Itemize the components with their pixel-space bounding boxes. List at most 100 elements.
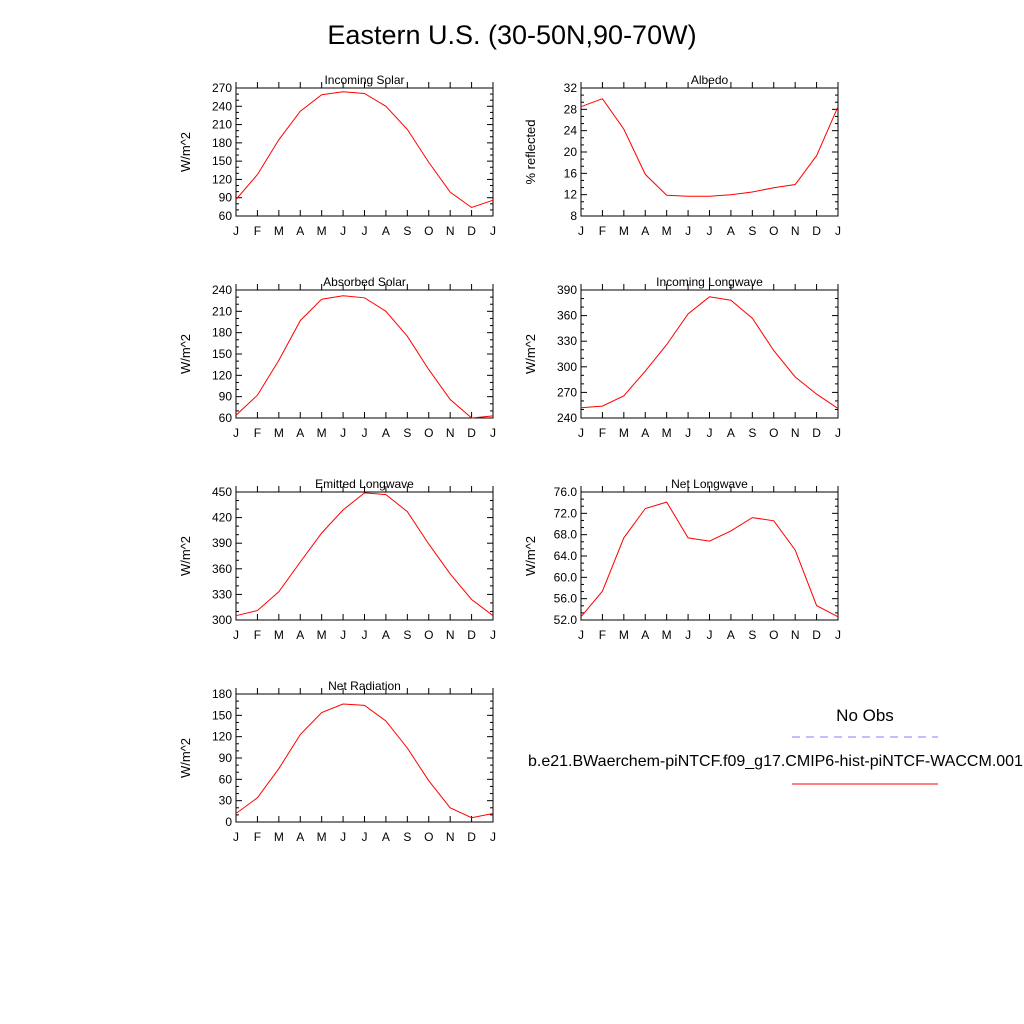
y-tick-label: 60 [219, 411, 233, 425]
x-tick-label: D [812, 628, 821, 642]
x-tick-label: J [578, 426, 584, 440]
x-tick-label: J [835, 628, 841, 642]
x-tick-label: N [791, 224, 800, 238]
x-tick-label: M [317, 830, 327, 844]
chart-title: Albedo [691, 73, 729, 87]
y-axis-label: W/m^2 [178, 738, 193, 778]
x-tick-label: A [382, 628, 390, 642]
x-tick-label: D [812, 224, 821, 238]
x-tick-label: M [274, 830, 284, 844]
x-tick-label: J [578, 224, 584, 238]
x-tick-label: A [296, 426, 304, 440]
chart-title: Net Radiation [328, 679, 401, 693]
y-axis-label: W/m^2 [523, 536, 538, 576]
x-tick-label: J [685, 224, 691, 238]
x-tick-label: O [769, 224, 778, 238]
x-tick-label: A [382, 830, 390, 844]
y-tick-label: 450 [212, 485, 232, 499]
x-tick-label: N [791, 628, 800, 642]
y-tick-label: 60 [219, 209, 233, 223]
y-tick-label: 210 [212, 118, 232, 132]
y-tick-label: 300 [557, 360, 577, 374]
x-tick-label: A [641, 224, 649, 238]
x-tick-label: A [641, 426, 649, 440]
x-tick-label: F [599, 224, 606, 238]
x-tick-label: J [362, 830, 368, 844]
series-line [580, 98, 839, 197]
y-tick-label: 90 [219, 751, 233, 765]
y-tick-label: 60.0 [554, 570, 578, 584]
x-tick-label: D [812, 426, 821, 440]
x-tick-label: O [769, 426, 778, 440]
y-tick-label: 0 [225, 815, 232, 829]
legend: No Obs b.e21.BWaerchem-piNTCF.f09_g17.CM… [528, 706, 1023, 785]
y-tick-label: 270 [212, 81, 232, 95]
legend-obs-label: No Obs [836, 706, 894, 725]
y-tick-label: 330 [212, 587, 232, 601]
y-tick-label: 64.0 [554, 549, 578, 563]
series-line [235, 492, 494, 617]
x-tick-label: S [748, 426, 756, 440]
y-axis-label: % reflected [523, 119, 538, 184]
y-tick-label: 28 [564, 102, 578, 116]
x-tick-label: J [490, 830, 496, 844]
x-tick-label: S [403, 224, 411, 238]
series-line [580, 501, 839, 618]
x-tick-label: F [254, 830, 261, 844]
y-tick-label: 150 [212, 347, 232, 361]
y-tick-label: 360 [212, 562, 232, 576]
y-tick-label: 390 [212, 536, 232, 550]
x-tick-label: J [233, 426, 239, 440]
x-tick-label: F [599, 628, 606, 642]
x-tick-label: A [296, 830, 304, 844]
x-tick-label: A [296, 628, 304, 642]
y-tick-label: 180 [212, 136, 232, 150]
x-tick-label: M [662, 224, 672, 238]
chart-title: Net Longwave [671, 477, 748, 491]
x-tick-label: J [340, 628, 346, 642]
x-tick-label: M [317, 426, 327, 440]
x-tick-label: M [619, 426, 629, 440]
y-tick-label: 240 [212, 99, 232, 113]
x-tick-label: J [685, 628, 691, 642]
series-line [235, 91, 494, 209]
plot-frame [235, 693, 494, 823]
y-tick-label: 210 [212, 304, 232, 318]
x-tick-label: J [707, 628, 713, 642]
plot-frame [580, 289, 839, 419]
x-tick-label: A [727, 628, 735, 642]
y-tick-label: 52.0 [554, 613, 578, 627]
x-tick-label: J [362, 426, 368, 440]
x-tick-label: S [403, 830, 411, 844]
x-tick-label: A [727, 224, 735, 238]
y-tick-label: 16 [564, 166, 578, 180]
x-tick-label: S [403, 628, 411, 642]
y-tick-label: 90 [219, 390, 233, 404]
page-title: Eastern U.S. (30-50N,90-70W) [327, 20, 697, 50]
y-tick-label: 8 [570, 209, 577, 223]
y-tick-label: 330 [557, 334, 577, 348]
x-tick-label: J [233, 628, 239, 642]
x-tick-label: D [467, 224, 476, 238]
x-tick-label: M [274, 628, 284, 642]
y-tick-label: 420 [212, 511, 232, 525]
x-tick-label: F [254, 224, 261, 238]
chart-title: Emitted Longwave [315, 477, 414, 491]
x-tick-label: J [362, 224, 368, 238]
x-tick-label: M [317, 224, 327, 238]
x-tick-label: J [340, 224, 346, 238]
y-tick-label: 68.0 [554, 528, 578, 542]
x-tick-label: J [707, 224, 713, 238]
x-tick-label: J [362, 628, 368, 642]
x-tick-label: J [578, 628, 584, 642]
plot-frame [580, 491, 839, 621]
y-tick-label: 120 [212, 730, 232, 744]
x-tick-label: S [748, 628, 756, 642]
y-tick-label: 360 [557, 309, 577, 323]
series-line [580, 296, 839, 410]
x-tick-label: M [662, 628, 672, 642]
